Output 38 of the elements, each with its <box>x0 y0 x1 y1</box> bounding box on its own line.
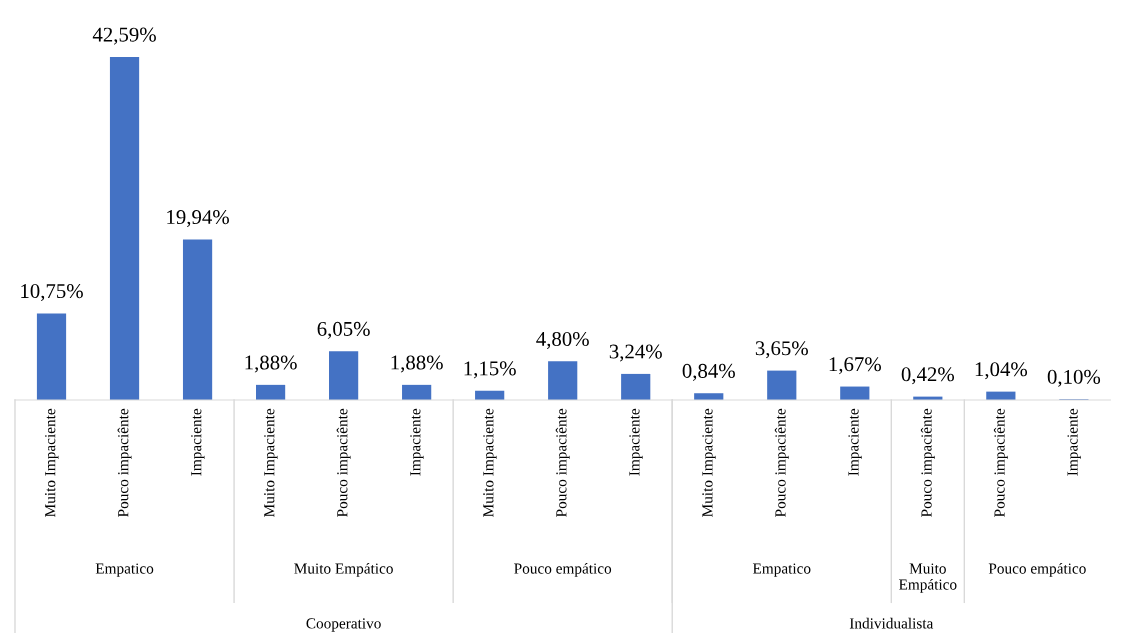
data-label: 19,94% <box>167 210 229 228</box>
text: Pouco empático <box>514 562 612 577</box>
data-label: 3,65% <box>755 341 808 359</box>
x-tick-label: Pouco impaciênte <box>774 408 789 517</box>
data-label: 1,88% <box>245 355 297 373</box>
x-tick-label: Muito Impaciente <box>45 408 59 517</box>
data-label: 4,80% <box>536 331 589 349</box>
x-tick-label: Impaciente <box>629 408 643 476</box>
data-label: 1,15% <box>464 361 516 379</box>
data-label: 10,75% <box>21 284 83 302</box>
x-tick-label: Impaciente <box>191 408 205 476</box>
data-label: 6,05% <box>317 321 370 339</box>
data-label: 3,24% <box>609 344 662 362</box>
data-label: 1,04% <box>975 362 1028 380</box>
x-tick-label: Pouco impaciênte <box>993 408 1008 517</box>
text: Individualista <box>849 617 934 629</box>
data-label: 1,88% <box>391 355 443 373</box>
x-tick-label: Pouco impaciênte <box>555 408 570 517</box>
data-label: 42,59% <box>92 27 156 45</box>
text: Cooperativo <box>306 618 381 632</box>
x-tick-label: Pouco impaciênte <box>920 408 935 517</box>
x-tick-label: Muito Impaciente <box>483 408 497 517</box>
data-label: 0,10% <box>1047 369 1101 387</box>
text: Pouco empático <box>988 562 1086 577</box>
text: Empatico <box>752 563 811 577</box>
text: Muito Empático <box>898 563 957 593</box>
x-tick-label: Muito Impaciente <box>702 408 716 517</box>
x-tick-label: Impaciente <box>410 408 424 476</box>
x-tick-label: Muito Impaciente <box>264 408 278 517</box>
data-label: 1,67% <box>829 357 881 375</box>
data-label: 0,84% <box>682 363 735 381</box>
text: Empatico <box>95 563 154 577</box>
x-tick-label: Pouco impaciênte <box>336 408 351 517</box>
x-tick-label: Impaciente <box>1067 408 1081 476</box>
text: Muito Empático <box>294 562 393 577</box>
data-label: 0,42% <box>901 367 955 385</box>
x-tick-label: Impaciente <box>848 408 862 476</box>
x-tick-label: Pouco impaciênte <box>117 408 132 517</box>
